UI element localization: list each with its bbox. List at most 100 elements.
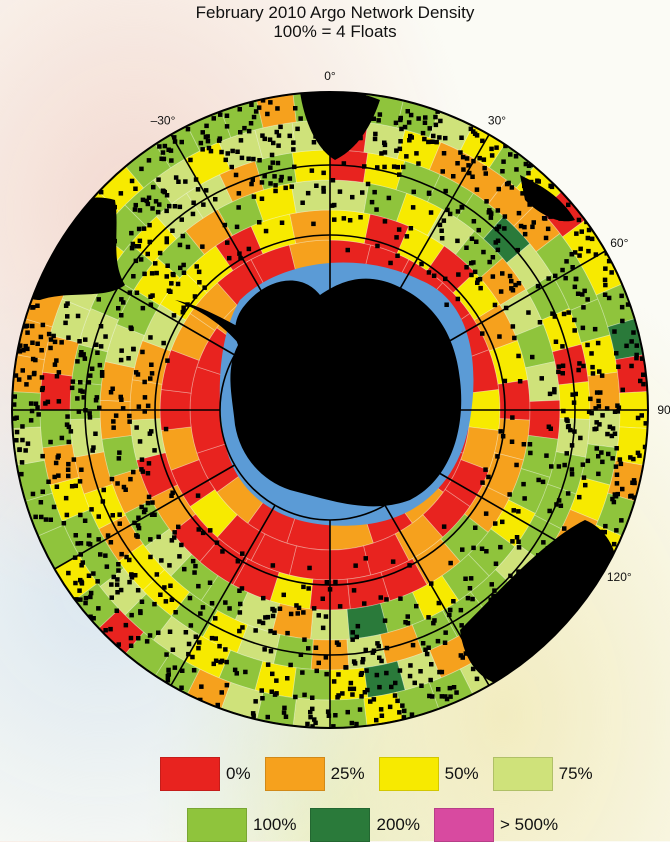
float-marker — [523, 161, 529, 167]
float-marker — [599, 373, 605, 378]
float-marker — [88, 590, 94, 596]
float-marker — [408, 112, 414, 118]
float-marker — [142, 379, 147, 385]
float-marker — [196, 269, 202, 275]
float-marker — [447, 612, 452, 618]
float-marker — [514, 167, 519, 172]
density-cell — [527, 399, 561, 440]
float-marker — [118, 357, 124, 363]
float-marker — [20, 424, 25, 429]
float-marker — [611, 499, 617, 505]
float-marker — [388, 260, 393, 266]
float-marker — [219, 149, 224, 155]
float-marker — [558, 595, 563, 600]
longitude-label: 120° — [607, 570, 632, 584]
float-marker — [259, 180, 265, 185]
float-marker — [314, 183, 319, 188]
float-marker — [119, 348, 124, 353]
float-marker — [108, 390, 114, 395]
float-marker — [556, 364, 562, 369]
float-marker — [260, 98, 266, 103]
float-marker — [570, 577, 575, 583]
density-cell — [346, 725, 387, 728]
float-marker — [378, 595, 383, 600]
float-marker — [577, 361, 582, 366]
float-marker — [54, 374, 60, 379]
float-marker — [375, 165, 380, 170]
float-marker — [79, 581, 85, 586]
float-marker — [285, 630, 290, 636]
float-marker — [358, 215, 363, 220]
float-marker — [86, 541, 91, 546]
float-marker — [246, 128, 252, 134]
float-marker — [52, 339, 58, 345]
float-marker — [165, 358, 170, 363]
float-marker — [139, 467, 144, 472]
float-marker — [584, 556, 589, 561]
float-marker — [347, 218, 353, 223]
float-marker — [572, 328, 577, 333]
float-marker — [198, 611, 203, 616]
float-marker — [243, 669, 248, 675]
float-marker — [198, 140, 204, 146]
float-marker — [349, 129, 355, 134]
float-marker — [458, 150, 463, 155]
float-marker — [217, 136, 223, 141]
float-marker — [166, 667, 171, 673]
float-marker — [100, 499, 106, 504]
float-marker — [323, 655, 329, 660]
float-marker — [467, 586, 473, 591]
float-marker — [582, 288, 587, 294]
float-marker — [430, 694, 435, 699]
float-marker — [279, 220, 285, 225]
float-marker — [426, 270, 432, 275]
float-marker — [510, 324, 516, 329]
float-marker — [529, 600, 534, 605]
float-marker — [424, 651, 430, 657]
float-marker — [177, 554, 182, 559]
float-marker — [224, 124, 230, 129]
float-marker — [68, 429, 74, 434]
float-marker — [333, 579, 338, 585]
float-marker — [12, 416, 17, 421]
float-marker — [420, 641, 426, 646]
float-marker — [239, 586, 245, 591]
float-marker — [80, 389, 85, 394]
float-marker — [188, 157, 193, 163]
float-marker — [238, 130, 243, 135]
meridian-line — [384, 504, 490, 686]
float-marker — [382, 142, 388, 148]
float-marker — [484, 199, 489, 204]
float-marker — [471, 219, 477, 224]
float-marker — [307, 93, 312, 98]
float-marker — [427, 693, 432, 699]
float-marker — [504, 629, 509, 635]
float-marker — [516, 539, 521, 544]
float-marker — [550, 626, 556, 631]
float-markers — [12, 92, 648, 728]
float-marker — [236, 205, 241, 210]
float-marker — [351, 111, 357, 117]
legend-swatch — [264, 757, 325, 791]
float-marker — [123, 487, 128, 492]
float-marker — [429, 581, 434, 586]
float-marker — [620, 318, 625, 324]
float-marker — [395, 253, 400, 258]
float-marker — [472, 131, 478, 136]
float-marker — [469, 272, 474, 278]
float-marker — [167, 563, 172, 568]
float-marker — [439, 694, 445, 699]
float-marker — [386, 195, 392, 201]
float-marker — [585, 297, 590, 302]
float-marker — [74, 597, 79, 602]
float-marker — [144, 198, 149, 204]
float-marker — [190, 558, 196, 564]
float-marker — [77, 588, 82, 593]
float-marker — [592, 326, 598, 332]
float-marker — [224, 659, 229, 665]
float-marker — [40, 489, 45, 494]
density-cell — [12, 418, 14, 457]
float-marker — [491, 593, 496, 599]
float-marker — [384, 645, 390, 651]
float-marker — [175, 281, 181, 287]
